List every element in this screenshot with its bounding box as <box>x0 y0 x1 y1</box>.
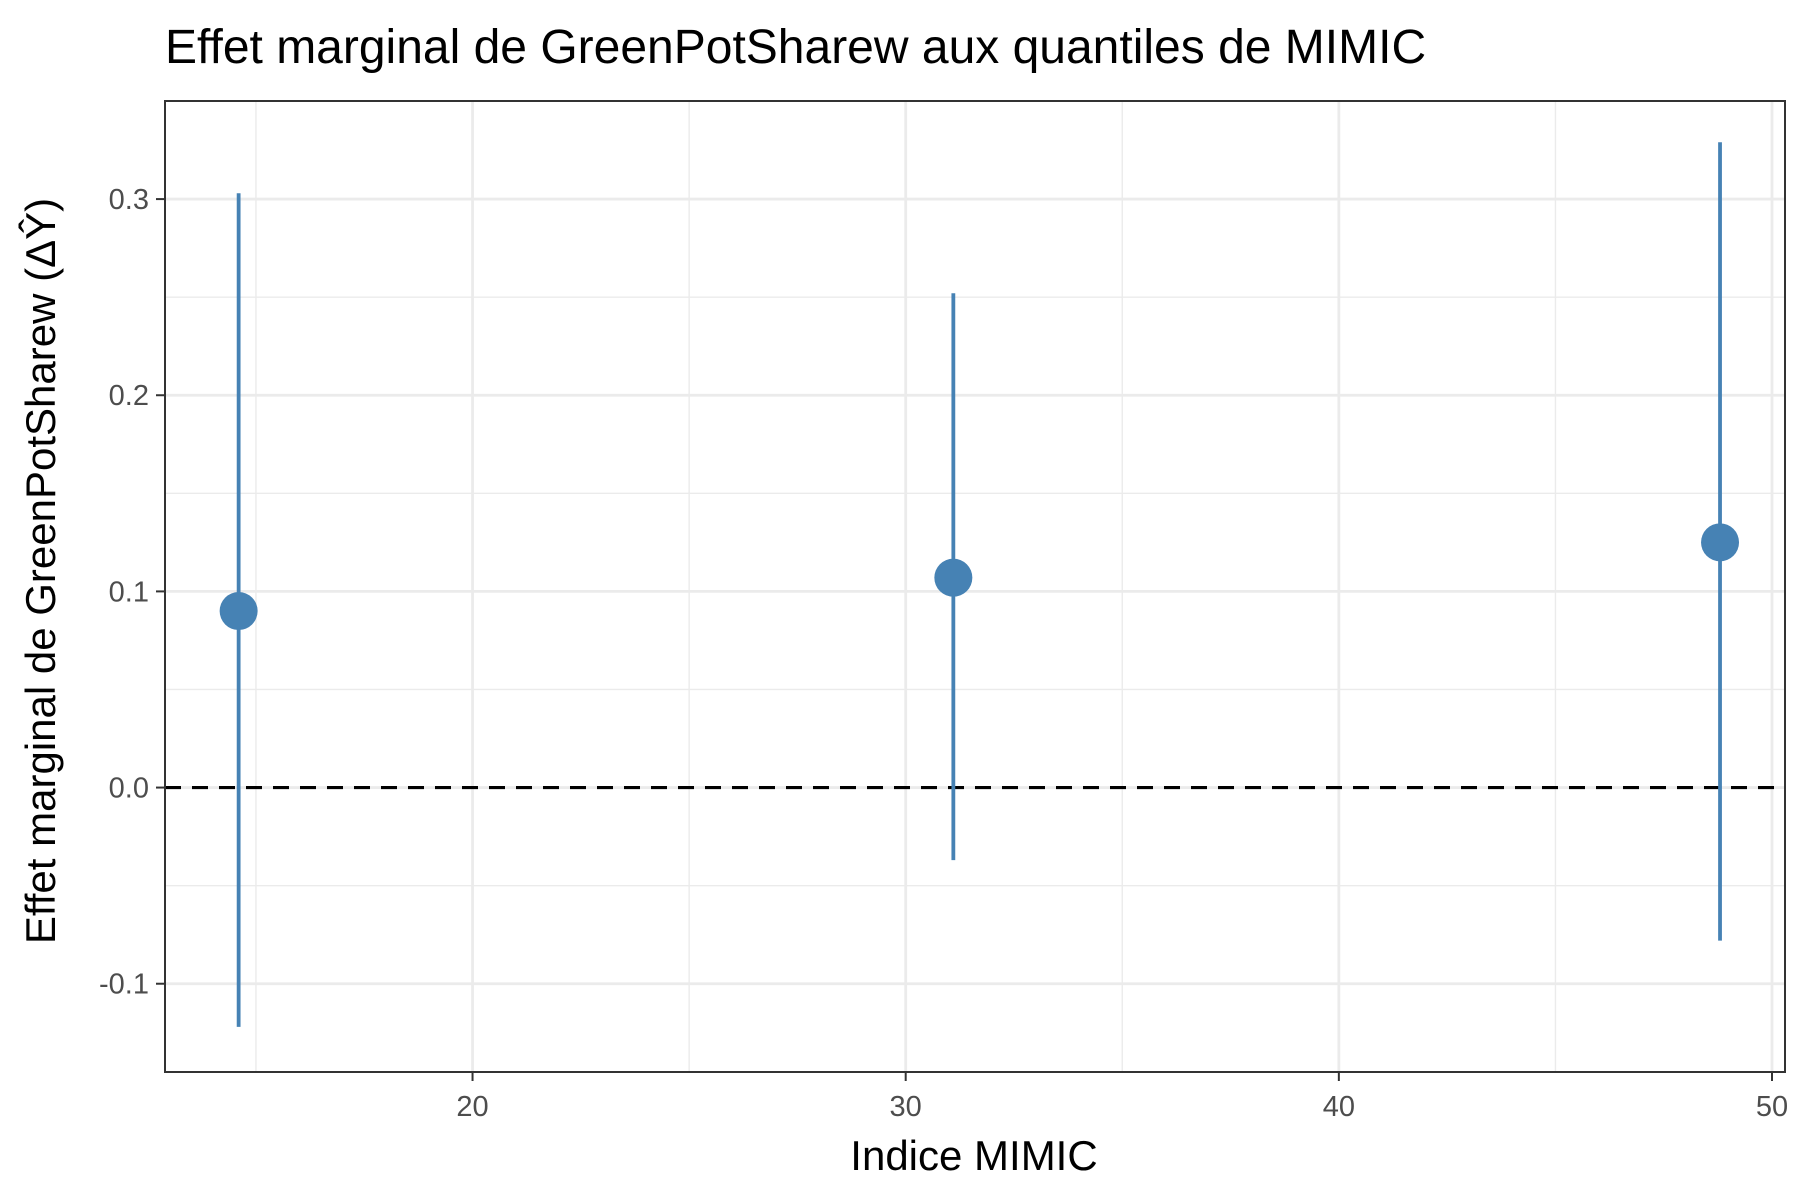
plot-panel-border <box>164 100 1786 1073</box>
data-point <box>934 558 973 597</box>
x-tick-label: 30 <box>890 1091 922 1123</box>
y-tick-label: 0.3 <box>109 184 149 216</box>
data-point <box>1701 523 1740 562</box>
y-tick-label: 0.0 <box>109 773 149 805</box>
x-tick-label: 50 <box>1756 1091 1788 1123</box>
x-tick-label: 40 <box>1323 1091 1355 1123</box>
plot-panel <box>164 100 1786 1073</box>
y-axis-title: Effet marginal de GreenPotSharew (ΔŶ) <box>17 198 64 944</box>
x-axis-title: Indice MIMIC <box>850 1132 1097 1179</box>
data-point <box>219 592 258 631</box>
y-tick-label: 0.2 <box>109 380 149 412</box>
plot-panel-background <box>165 101 1785 1072</box>
y-tick-label: 0.1 <box>109 576 149 608</box>
y-tick-label: -0.1 <box>99 969 149 1001</box>
x-tick-label: 20 <box>456 1091 488 1123</box>
chart-title: Effet marginal de GreenPotSharew aux qua… <box>165 21 1426 74</box>
